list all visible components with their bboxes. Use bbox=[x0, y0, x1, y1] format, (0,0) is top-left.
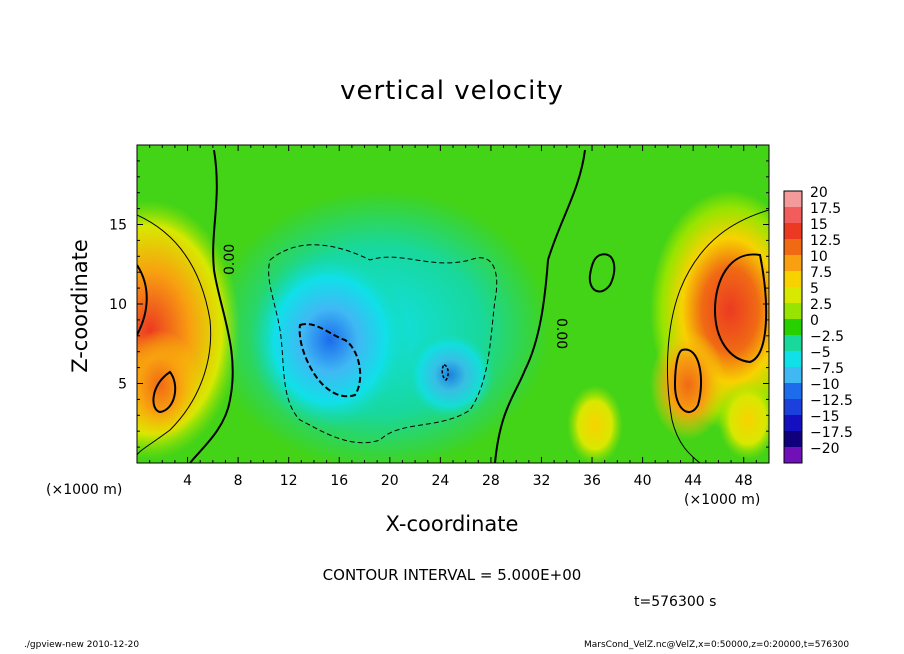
colorbar-label: 10 bbox=[810, 249, 828, 265]
positive-contour bbox=[152, 370, 177, 414]
colorbar-swatch bbox=[784, 207, 802, 224]
positive-contour bbox=[588, 253, 616, 293]
zero-contour-label: 0.00 bbox=[222, 244, 238, 275]
colorbar-swatch bbox=[784, 367, 802, 384]
contour-interval-note: CONTOUR INTERVAL = 5.000E+00 bbox=[322, 566, 582, 584]
x-tick-label: 32 bbox=[533, 473, 551, 489]
colorbar-swatch bbox=[784, 415, 802, 432]
colorbar-swatch bbox=[784, 303, 802, 320]
colorbar-label: 0 bbox=[810, 313, 819, 329]
colorbar-label: −5 bbox=[810, 345, 831, 361]
zero-contour bbox=[189, 149, 234, 463]
colorbar-swatch bbox=[784, 399, 802, 416]
positive-contour bbox=[137, 264, 148, 336]
x-axis-label-text: X-coordinate bbox=[385, 512, 519, 536]
colorbar-label: 20 bbox=[810, 185, 828, 201]
y-tick-label: 10 bbox=[109, 297, 127, 313]
x-axis-label: X-coordinate bbox=[0, 512, 904, 536]
x-axis: 4 8 12 16 20 24 28 32 36 40 44 48 bbox=[149, 145, 757, 489]
chart-title: vertical velocity bbox=[340, 76, 564, 106]
x-tick-label: 28 bbox=[482, 473, 500, 489]
colorbar-label: 2.5 bbox=[810, 297, 832, 313]
colorbar-frame bbox=[783, 190, 803, 464]
colorbar-swatch bbox=[784, 319, 802, 336]
colorbar: 2017.51512.5107.552.50−2.5−5−7.5−10−12.5… bbox=[783, 185, 853, 464]
positive-contour bbox=[666, 209, 769, 463]
y-axis-label: Z-coordinate bbox=[68, 239, 92, 373]
x-tick-label: 20 bbox=[381, 473, 399, 489]
negative-contour bbox=[298, 323, 362, 398]
colorbar-label: −15 bbox=[810, 409, 840, 425]
colorbar-swatch bbox=[784, 335, 802, 352]
colorbar-label: −20 bbox=[810, 441, 840, 457]
zero-contour-label: 0.00 bbox=[553, 318, 569, 349]
x-tick-label: 12 bbox=[280, 473, 298, 489]
colorbar-swatch bbox=[784, 191, 802, 208]
x-tick-label: 8 bbox=[234, 473, 243, 489]
colorbar-swatch bbox=[784, 287, 802, 304]
colorbar-swatch bbox=[784, 431, 802, 448]
positive-contour bbox=[673, 348, 702, 413]
colorbar-swatch bbox=[784, 255, 802, 272]
x-tick-label: 36 bbox=[583, 473, 601, 489]
x-unit-label-right: (×1000 m) bbox=[684, 492, 761, 508]
x-tick-label: 48 bbox=[735, 473, 753, 489]
footer-right-text: MarsCond_VelZ.nc@VelZ,x=0:50000,z=0:2000… bbox=[584, 640, 850, 650]
negative-contour bbox=[441, 364, 449, 381]
colorbar-label: 17.5 bbox=[810, 201, 841, 217]
colorbar-swatch bbox=[784, 351, 802, 368]
x-tick-label: 40 bbox=[634, 473, 652, 489]
colorbar-swatch bbox=[784, 271, 802, 288]
y-tick-label: 15 bbox=[109, 218, 127, 234]
positive-contour bbox=[713, 253, 768, 364]
heatmap-field bbox=[137, 145, 769, 463]
colorbar-label: 12.5 bbox=[810, 233, 841, 249]
colorbar-label: 5 bbox=[810, 281, 819, 297]
colorbar-label: 15 bbox=[810, 217, 828, 233]
footer-left-text: ./gpview-new 2010-12-20 bbox=[24, 640, 140, 650]
colorbar-label: −2.5 bbox=[810, 329, 844, 345]
colorbar-swatch bbox=[784, 383, 802, 400]
colorbar-label: 7.5 bbox=[810, 265, 832, 281]
x-tick-label: 44 bbox=[684, 473, 702, 489]
zero-contour bbox=[494, 149, 586, 463]
time-stamp: t=576300 s bbox=[634, 594, 717, 610]
colorbar-swatch bbox=[784, 223, 802, 240]
colorbar-swatch bbox=[784, 447, 802, 464]
colorbar-label: −10 bbox=[810, 377, 840, 393]
y-tick-label: 5 bbox=[118, 377, 127, 393]
x-tick-label: 4 bbox=[183, 473, 192, 489]
y-axis: 5 10 15 bbox=[109, 160, 769, 448]
colorbar-label: −17.5 bbox=[810, 425, 853, 441]
colorbar-label: −7.5 bbox=[810, 361, 844, 377]
colorbar-swatch bbox=[784, 239, 802, 256]
x-unit-label-left: (×1000 m) bbox=[46, 482, 123, 498]
colorbar-label: −12.5 bbox=[810, 393, 853, 409]
positive-contour bbox=[137, 214, 212, 456]
x-tick-label: 16 bbox=[330, 473, 348, 489]
x-tick-label: 24 bbox=[431, 473, 449, 489]
